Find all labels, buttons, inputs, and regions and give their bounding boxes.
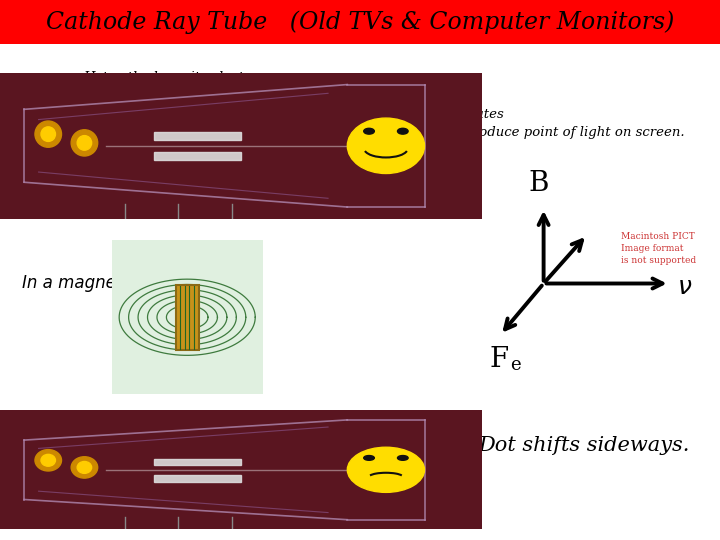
Text: Get accelerated by positive plate: Get accelerated by positive plate [126,90,348,103]
Text: Cathode Ray Tube   (Old TVs & Computer Monitors): Cathode Ray Tube (Old TVs & Computer Mon… [46,11,674,35]
Text: Hot cathode emits electrons: Hot cathode emits electrons [83,71,273,84]
Text: F: F [490,346,509,373]
Text: In a magnetic field:: In a magnetic field: [22,274,182,293]
Text: Macintosh PICT
Image format
is not supported: Macintosh PICT Image format is not suppo… [621,232,696,265]
Text: Dot shifts sideways.: Dot shifts sideways. [479,436,690,455]
Text: B: B [528,170,549,197]
Text: e: e [510,356,521,374]
Text: Can be deflected using charged plates: Can be deflected using charged plates [245,108,503,121]
Bar [0,0,720,44]
Text: $\nu$: $\nu$ [677,276,692,299]
Text: Produce point of light on screen.: Produce point of light on screen. [464,126,685,139]
